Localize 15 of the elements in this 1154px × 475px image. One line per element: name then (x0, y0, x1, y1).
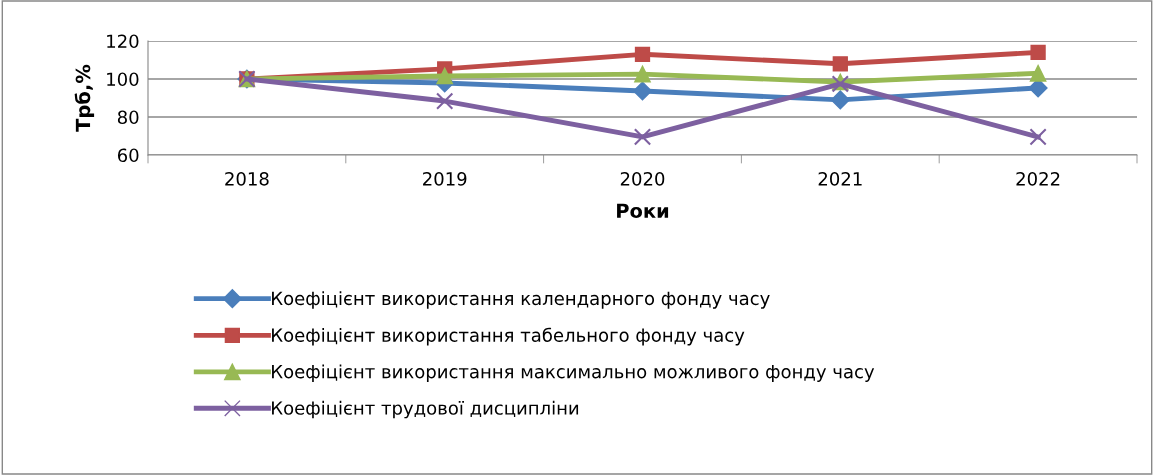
legend-label: Коефіцієнт використання максимально можливого фонду часу (272, 364, 875, 382)
y-axis-title: Трб,% (74, 64, 95, 132)
legend-label: Коефіцієнт використання табельного фонду часу (272, 327, 745, 346)
x-tick-label: 2020 (620, 171, 665, 186)
legend-label: Коефіцієнт трудової дисципліни (272, 400, 579, 419)
y-tick-label: 80 (117, 110, 139, 125)
y-tick-label: 60 (117, 148, 139, 163)
x-tick-label: 2019 (423, 171, 467, 186)
x-axis-title: Роки (617, 203, 669, 219)
y-tick-label: 120 (107, 34, 139, 49)
x-tick-label: 2022 (1016, 171, 1060, 186)
x-tick-label: 2021 (818, 171, 862, 186)
legend-label: Коефіцієнт використання календарного фонду часу (272, 291, 770, 309)
x-tick-label: 2018 (225, 171, 269, 186)
y-tick-label: 100 (107, 72, 139, 87)
